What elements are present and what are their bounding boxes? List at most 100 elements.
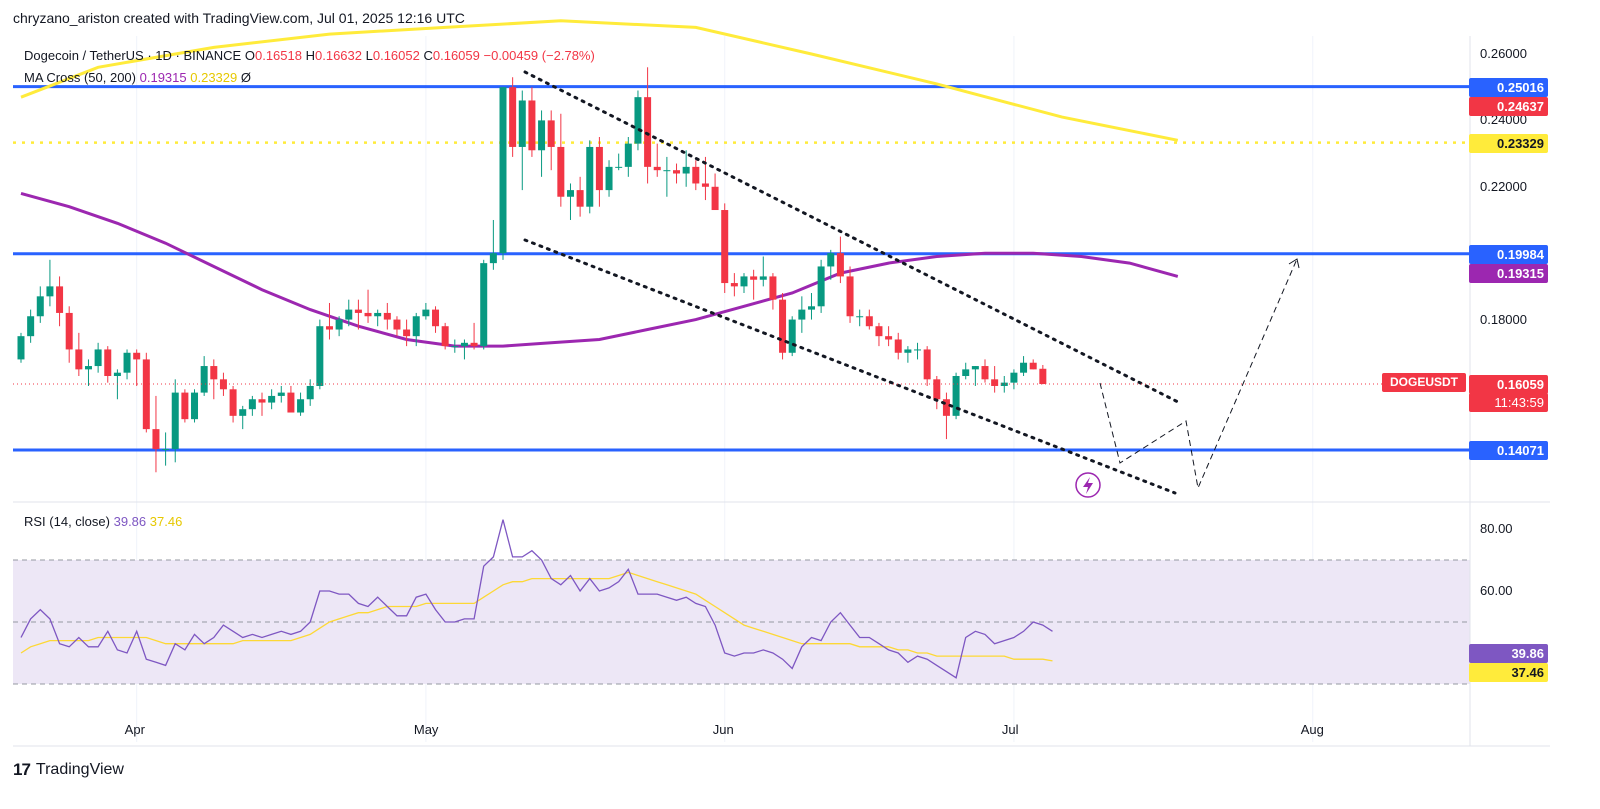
candle-body-103	[1010, 372, 1018, 383]
candle-body-55	[547, 120, 555, 147]
ma-status-icon: Ø	[240, 70, 251, 85]
rsi-label[interactable]: RSI (14, close)	[24, 514, 110, 529]
time-label-3: Jul	[1001, 722, 1019, 737]
ma-label[interactable]: MA Cross (50, 200)	[24, 70, 136, 85]
candle-body-53	[528, 100, 536, 151]
price-badge-6: 0.14071	[1469, 441, 1548, 460]
ma200-line	[20, 19, 1179, 142]
candle-body-22	[229, 389, 237, 416]
rsi-line	[20, 519, 1053, 679]
candle-body-57	[566, 190, 574, 197]
tradingview-logo[interactable]: 17 TradingView	[13, 760, 124, 780]
symbol-name[interactable]: Dogecoin / TetherUS · 1D · BINANCE	[24, 48, 242, 63]
candle-body-61	[605, 166, 613, 191]
candle-body-32	[325, 326, 333, 330]
symbol-legend: Dogecoin / TetherUS · 1D · BINANCE O0.16…	[24, 48, 595, 63]
candle-body-14	[152, 429, 160, 450]
rsi-ma-path	[20, 571, 1053, 662]
candle-body-11	[123, 352, 131, 373]
open-label: O	[244, 48, 255, 63]
rsi-band	[13, 560, 1470, 684]
candle-body-36	[364, 312, 372, 317]
candle-body-86	[846, 276, 854, 317]
candle-body-28	[287, 392, 295, 413]
projection-arrowhead	[1288, 258, 1300, 269]
candle-body-17	[181, 392, 189, 420]
price-tick-0: 0.26000	[1480, 46, 1527, 61]
candle-body-27	[277, 392, 285, 396]
candle-body-23	[239, 409, 247, 416]
ma50-path	[20, 191, 1179, 348]
candle-body-3	[46, 286, 54, 297]
candle-body-6	[75, 349, 83, 370]
candle-body-52	[518, 100, 526, 147]
candle-body-64	[634, 97, 642, 144]
horizontal-levels	[13, 85, 1470, 452]
candle-body-87	[856, 316, 864, 318]
price-badge-2: 0.23329	[1469, 133, 1548, 153]
candle-body-40	[403, 329, 411, 337]
rsi-path	[20, 519, 1053, 679]
candle-body-0	[17, 336, 25, 360]
candle-body-35	[354, 309, 362, 313]
time-label-4: Aug	[1300, 722, 1324, 737]
candle-body-34	[345, 309, 353, 320]
projection-path-line	[1099, 258, 1298, 490]
candle-body-106	[1039, 368, 1047, 385]
rsi-tick-0: 80.00	[1480, 521, 1513, 536]
candle-body-59	[586, 146, 594, 207]
price-badge-3: 0.19984	[1469, 244, 1548, 264]
candle-body-45	[451, 346, 459, 348]
candle-body-60	[595, 146, 603, 191]
countdown-badge: 11:43:59	[1469, 393, 1548, 412]
candle-body-71	[701, 183, 709, 187]
candle-body-56	[557, 146, 565, 197]
candle-body-25	[258, 399, 266, 403]
ma-legend: MA Cross (50, 200) 0.19315 0.23329 Ø	[24, 70, 251, 85]
time-label-0: Apr	[124, 722, 145, 737]
candle-body-38	[383, 312, 391, 320]
close-value: 0.16059	[432, 48, 480, 63]
candle-body-82	[807, 306, 815, 310]
candle-body-70	[692, 166, 700, 184]
candle-body-67	[663, 170, 671, 172]
candle-body-100	[981, 366, 989, 380]
descending-channel	[523, 70, 1180, 495]
candles	[17, 67, 1047, 473]
candle-body-39	[393, 319, 401, 330]
candle-body-19	[200, 366, 208, 393]
candle-body-81	[798, 309, 806, 320]
candle-body-80	[788, 319, 796, 353]
candle-body-105	[1029, 362, 1037, 370]
open-value: 0.16518	[254, 48, 302, 63]
time-label-1: May	[413, 722, 439, 737]
price-badge-0: 0.25016	[1469, 77, 1548, 97]
candle-body-85	[836, 253, 844, 277]
tradingview-brand: TradingView	[35, 761, 124, 778]
high-value: 0.16632	[315, 48, 362, 63]
candle-body-99	[971, 366, 979, 370]
close-label: C	[423, 48, 433, 63]
candle-body-97	[952, 376, 960, 416]
rsi-badge-1: 37.46	[1469, 663, 1548, 683]
candle-body-77	[759, 276, 767, 280]
ma200-value: 0.23329	[190, 70, 238, 85]
candle-body-21	[219, 379, 227, 390]
candle-body-98	[962, 369, 970, 377]
flash-icon-bolt	[1083, 477, 1093, 494]
ma50-line	[20, 191, 1179, 348]
candle-body-12	[133, 352, 141, 360]
low-value: 0.16052	[372, 48, 420, 63]
candle-body-101	[991, 379, 999, 386]
candle-body-31	[316, 326, 324, 386]
candle-body-13	[142, 359, 150, 430]
price-badge-4: 0.19315	[1469, 263, 1548, 283]
candle-body-16	[171, 392, 179, 450]
high-label: H	[305, 48, 315, 63]
candle-body-44	[441, 326, 449, 347]
candle-body-84	[827, 253, 835, 267]
candle-body-1	[27, 316, 35, 337]
candle-body-30	[306, 385, 314, 400]
price-badge-5: 0.16059	[1469, 375, 1548, 394]
